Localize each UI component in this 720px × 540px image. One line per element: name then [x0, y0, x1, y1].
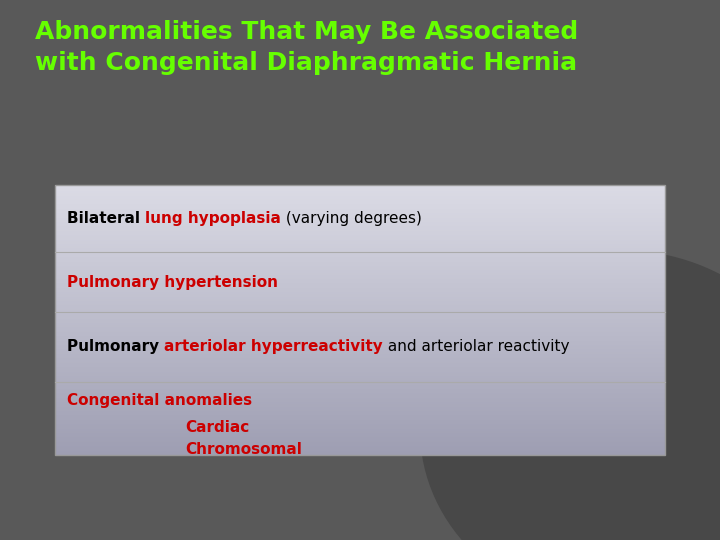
- Text: Abnormalities That May Be Associated
with Congenital Diaphragmatic Hernia: Abnormalities That May Be Associated wit…: [35, 20, 578, 75]
- Bar: [55, 185, 665, 455]
- Ellipse shape: [420, 250, 720, 540]
- Text: and arteriolar reactivity: and arteriolar reactivity: [383, 340, 570, 354]
- Text: Bilateral: Bilateral: [67, 211, 145, 226]
- Text: Congenital anomalies: Congenital anomalies: [67, 393, 252, 408]
- Text: arteriolar hyperreactivity: arteriolar hyperreactivity: [164, 340, 383, 354]
- Text: Cardiac: Cardiac: [185, 420, 249, 435]
- Text: Pulmonary hypertension: Pulmonary hypertension: [67, 274, 278, 289]
- Text: lung hypoplasia: lung hypoplasia: [145, 211, 281, 226]
- Text: Pulmonary: Pulmonary: [67, 340, 164, 354]
- Text: Chromosomal: Chromosomal: [185, 442, 302, 456]
- Text: (varying degrees): (varying degrees): [281, 211, 422, 226]
